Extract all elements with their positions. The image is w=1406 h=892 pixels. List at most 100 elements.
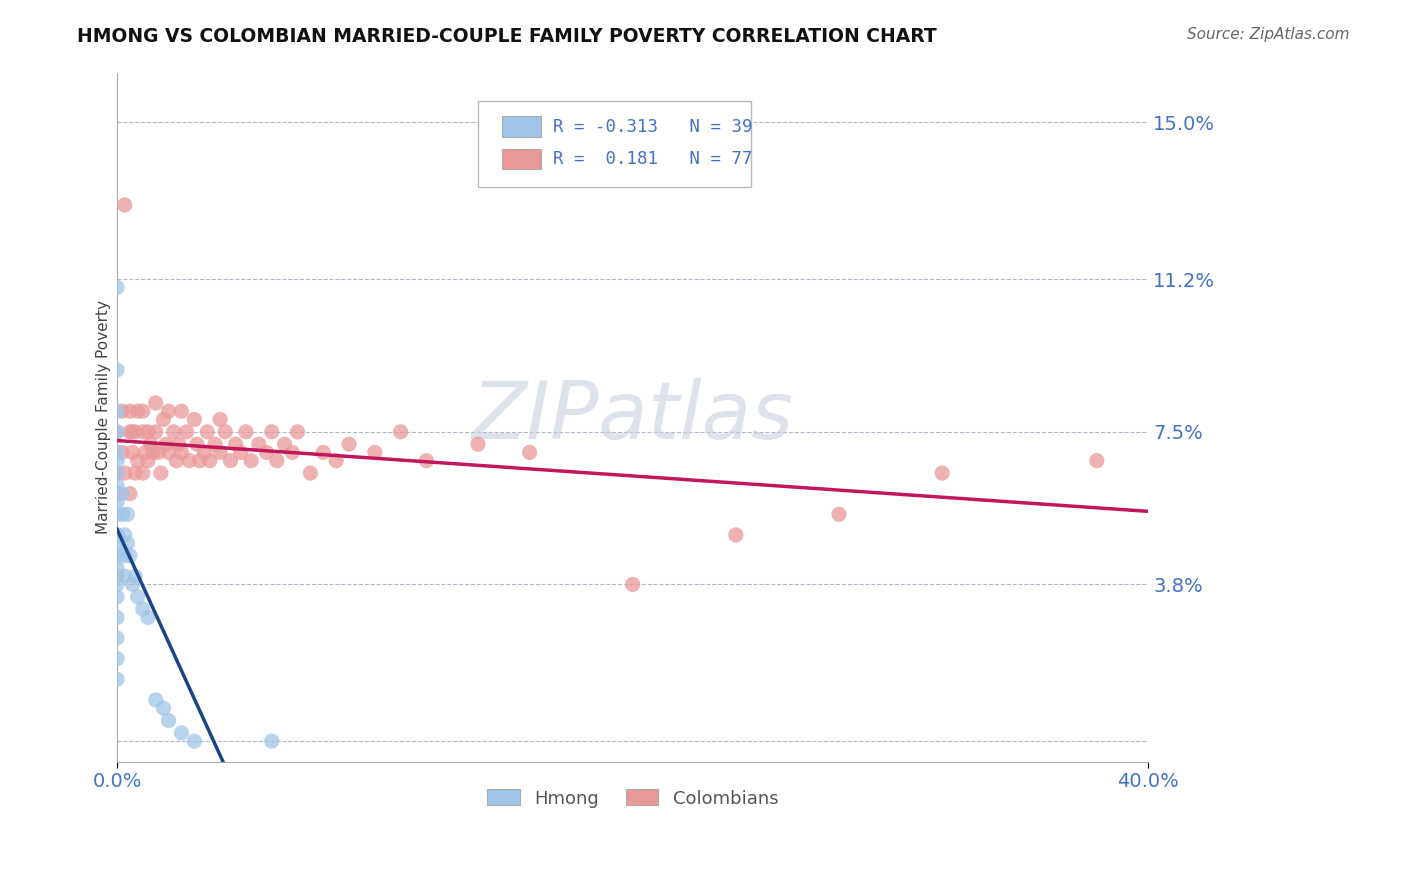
Point (188, 453, 211, 467)
Point (105, 561, 128, 575)
Point (124, 466, 146, 480)
Point (105, 404, 128, 418)
Point (105, 536, 128, 550)
Point (364, 445, 387, 459)
Point (145, 396, 167, 410)
Point (165, 453, 187, 467)
Point (621, 577, 644, 591)
Point (105, 280, 128, 294)
Point (148, 445, 170, 459)
Point (139, 437, 162, 451)
Point (118, 486, 141, 500)
Point (111, 404, 134, 418)
Point (105, 631, 128, 645)
Point (105, 577, 128, 591)
Point (152, 412, 174, 426)
Point (111, 445, 134, 459)
Point (337, 437, 360, 451)
Point (121, 445, 143, 459)
Point (136, 610, 159, 624)
Point (170, 445, 193, 459)
Point (724, 528, 747, 542)
Point (519, 445, 541, 459)
Point (105, 445, 128, 459)
Point (145, 693, 167, 707)
Point (105, 363, 128, 377)
Point (467, 437, 489, 451)
Point (167, 437, 190, 451)
Point (219, 453, 242, 467)
Point (163, 425, 186, 439)
Point (183, 412, 205, 426)
Point (415, 453, 437, 467)
Point (157, 404, 180, 418)
Point (828, 508, 851, 522)
Text: R =  0.181   N = 77: R = 0.181 N = 77 (554, 150, 752, 168)
Point (111, 508, 134, 522)
Point (127, 590, 149, 604)
Point (194, 445, 217, 459)
Point (105, 508, 128, 522)
Point (105, 673, 128, 687)
Bar (502, 116, 541, 137)
Point (260, 425, 283, 439)
Point (105, 495, 128, 509)
Point (134, 445, 156, 459)
Point (235, 425, 257, 439)
Point (214, 425, 236, 439)
Point (114, 569, 136, 583)
Point (114, 528, 136, 542)
Point (136, 425, 159, 439)
Point (389, 425, 412, 439)
Point (273, 437, 295, 451)
Point (124, 569, 146, 583)
Point (105, 466, 128, 480)
Point (132, 404, 155, 418)
Point (225, 437, 247, 451)
Point (170, 726, 193, 740)
Point (117, 508, 139, 522)
FancyBboxPatch shape (478, 101, 751, 186)
Point (266, 453, 288, 467)
Point (105, 466, 128, 480)
Point (118, 404, 141, 418)
Point (114, 466, 136, 480)
Point (105, 453, 128, 467)
Text: ZIPatlas: ZIPatlas (471, 378, 794, 457)
Point (198, 453, 221, 467)
Bar (502, 149, 541, 169)
Point (127, 453, 149, 467)
Point (142, 445, 165, 459)
Point (127, 404, 149, 418)
Point (111, 486, 134, 500)
Point (136, 453, 159, 467)
Point (299, 466, 322, 480)
Point (179, 453, 201, 467)
Point (132, 602, 155, 616)
Point (105, 549, 128, 563)
Point (281, 445, 304, 459)
Point (176, 425, 198, 439)
Point (105, 528, 128, 542)
Point (195, 425, 218, 439)
Point (105, 528, 128, 542)
Point (240, 453, 263, 467)
Point (256, 445, 278, 459)
Point (186, 437, 208, 451)
Point (260, 734, 283, 748)
Point (931, 466, 953, 480)
Point (325, 453, 347, 467)
Point (124, 425, 146, 439)
Point (209, 412, 232, 426)
Legend: Hmong, Colombians: Hmong, Colombians (479, 782, 786, 814)
Point (118, 549, 141, 563)
Point (155, 437, 177, 451)
Point (157, 714, 180, 728)
Point (114, 549, 136, 563)
Point (209, 445, 232, 459)
Point (145, 425, 167, 439)
Text: R = -0.313   N = 39: R = -0.313 N = 39 (554, 118, 752, 136)
Point (105, 486, 128, 500)
Point (287, 425, 309, 439)
Point (105, 651, 128, 665)
